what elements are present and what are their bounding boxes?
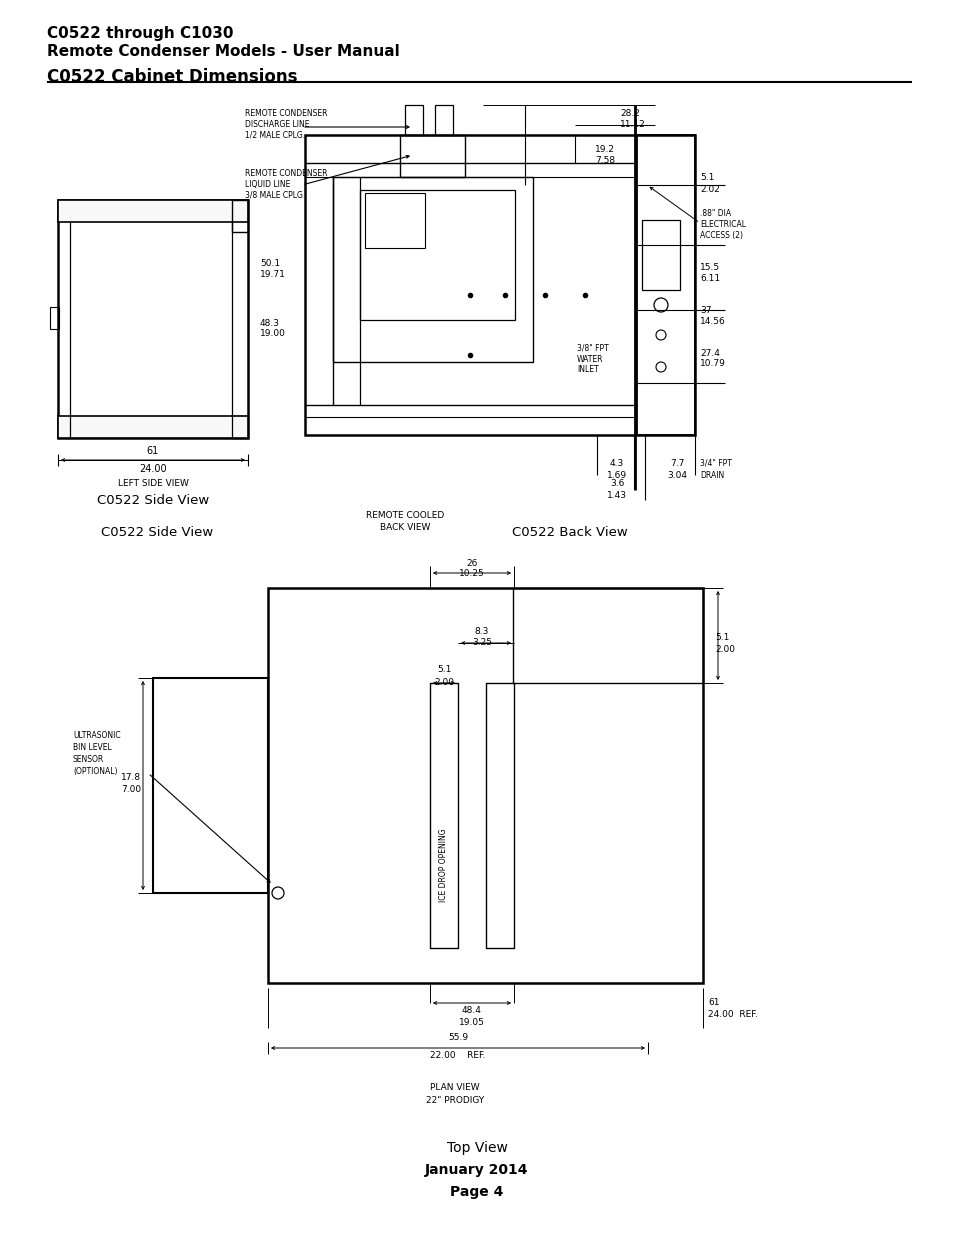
Text: LEFT SIDE VIEW: LEFT SIDE VIEW [117,478,189,488]
Bar [50,308,59,329]
Text: 3/8 MALE CPLG.: 3/8 MALE CPLG. [245,190,305,200]
Text: REMOTE COOLED: REMOTE COOLED [366,510,444,520]
Text: 48.3: 48.3 [260,319,280,327]
Bar [485,683,514,948]
Bar [58,416,248,438]
Text: 22.00    REF.: 22.00 REF. [430,1051,485,1061]
Text: WATER: WATER [577,354,603,363]
Text: 3.04: 3.04 [666,471,686,479]
Text: SENSOR: SENSOR [73,756,104,764]
Text: 22" PRODIGY: 22" PRODIGY [425,1097,483,1105]
Text: LIQUID LINE: LIQUID LINE [245,179,290,189]
Text: ULTRASONIC: ULTRASONIC [73,731,120,741]
Text: DISCHARGE LINE: DISCHARGE LINE [245,120,309,128]
Text: REMOTE CONDENSER: REMOTE CONDENSER [245,109,327,117]
Text: 2.00: 2.00 [434,678,454,688]
Bar [430,683,457,948]
Bar [399,135,464,177]
Text: BIN LEVEL: BIN LEVEL [73,743,112,752]
Bar [637,135,695,435]
Text: C0522 Cabinet Dimensions: C0522 Cabinet Dimensions [47,68,297,86]
Text: 7.00: 7.00 [121,785,141,794]
Text: C0522 through C1030: C0522 through C1030 [47,26,233,41]
Text: 14.56: 14.56 [700,316,725,326]
Text: PLAN VIEW: PLAN VIEW [430,1083,479,1093]
Bar [58,200,248,222]
Bar [152,678,268,893]
Text: 19.00: 19.00 [260,330,286,338]
Text: 17.8: 17.8 [121,773,141,782]
Bar [513,588,702,683]
Text: C0522 Back View: C0522 Back View [512,526,627,538]
Text: 10.25: 10.25 [458,569,484,578]
Bar [333,177,533,362]
Text: 24.00: 24.00 [139,464,167,474]
Text: 48.4: 48.4 [461,1007,481,1015]
Text: 7.7: 7.7 [669,458,683,468]
Bar [435,105,453,135]
Bar [268,588,702,983]
Bar [405,105,422,135]
Text: 5.1: 5.1 [714,634,729,642]
Text: BACK VIEW: BACK VIEW [379,524,430,532]
Bar [232,200,248,232]
Text: ACCESS (2): ACCESS (2) [700,231,742,240]
Bar [359,190,515,320]
Text: REMOTE CONDENSER: REMOTE CONDENSER [245,168,327,178]
Text: DRAIN: DRAIN [700,471,723,479]
Text: 3/8" FPT: 3/8" FPT [577,343,608,352]
Text: 50.1: 50.1 [260,258,280,268]
Text: January 2014: January 2014 [425,1163,528,1177]
Text: C0522 Side View: C0522 Side View [97,494,209,506]
Text: 24.00  REF.: 24.00 REF. [707,1010,757,1020]
Text: 3/4" FPT: 3/4" FPT [700,458,731,468]
Text: 6.11: 6.11 [700,273,720,283]
Text: 1.43: 1.43 [606,490,626,499]
Text: 27.4: 27.4 [700,348,720,357]
Text: 37: 37 [700,305,711,315]
Text: 4.3: 4.3 [609,458,623,468]
Text: (OPTIONAL): (OPTIONAL) [73,767,117,777]
Text: Page 4: Page 4 [450,1186,503,1199]
Text: 11.12: 11.12 [619,120,645,128]
Text: 28.2: 28.2 [619,109,639,117]
Bar [305,135,695,435]
Text: 5.1: 5.1 [700,173,714,182]
Bar [641,220,679,290]
Text: 2.02: 2.02 [700,184,720,194]
Text: ICE DROP OPENING: ICE DROP OPENING [439,829,448,902]
Bar [365,193,424,248]
Text: 2.00: 2.00 [714,646,734,655]
Text: 10.79: 10.79 [700,359,725,368]
Text: 55.9: 55.9 [448,1034,468,1042]
Text: 15.5: 15.5 [700,263,720,272]
Text: 61: 61 [147,446,159,456]
Text: INLET: INLET [577,366,598,374]
Text: .88" DIA: .88" DIA [700,209,730,217]
Text: 8.3: 8.3 [475,626,489,636]
Bar [232,416,248,438]
Text: Top View: Top View [446,1141,507,1155]
Text: 1.69: 1.69 [606,471,626,479]
Text: 19.2: 19.2 [595,144,615,153]
Text: 19.71: 19.71 [260,269,286,279]
Text: 3.6: 3.6 [609,478,623,488]
Text: 3.25: 3.25 [472,638,492,647]
Text: Remote Condenser Models - User Manual: Remote Condenser Models - User Manual [47,44,399,59]
Text: C0522 Side View: C0522 Side View [101,526,213,538]
Text: ELECTRICAL: ELECTRICAL [700,220,745,228]
Text: 1/2 MALE CPLG.: 1/2 MALE CPLG. [245,131,305,140]
Text: 5.1: 5.1 [436,666,451,674]
Text: 7.58: 7.58 [595,156,615,164]
Bar [58,200,248,438]
Text: 19.05: 19.05 [458,1019,484,1028]
Text: 26: 26 [466,558,477,568]
Text: 61: 61 [707,999,719,1008]
